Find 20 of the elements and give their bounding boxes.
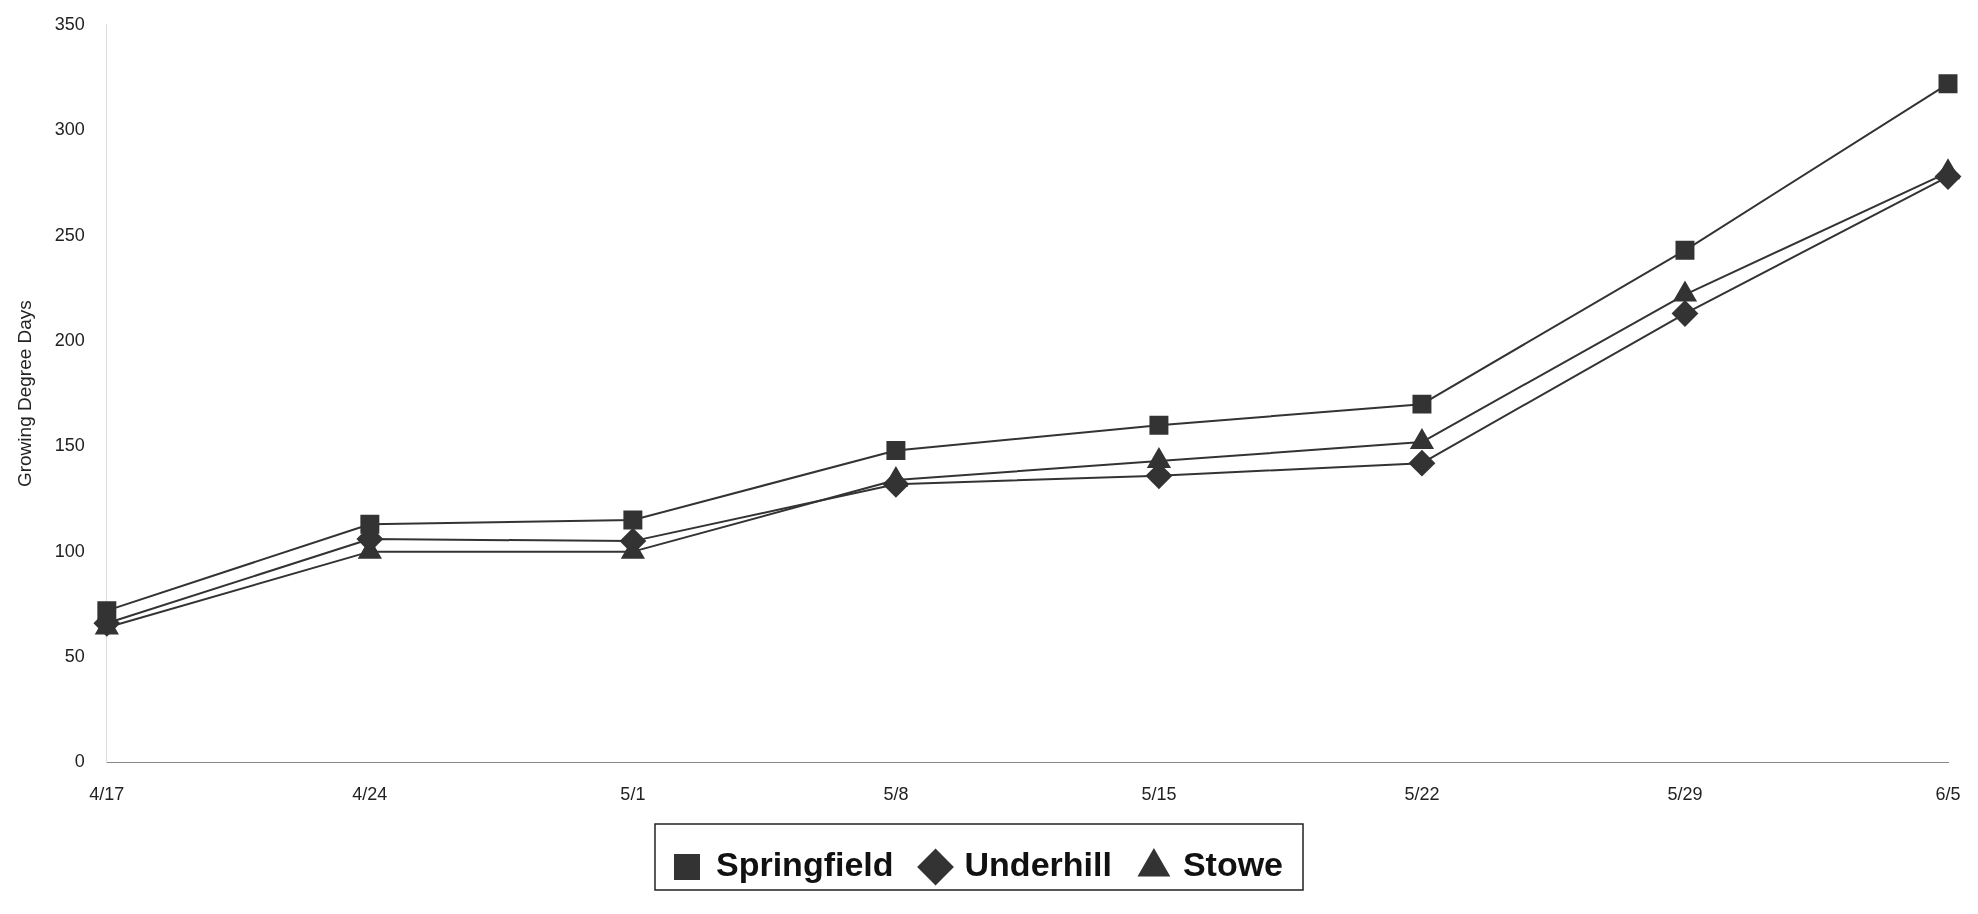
x-tick-label: 4/17 bbox=[89, 784, 125, 805]
y-tick-label: 350 bbox=[54, 13, 85, 34]
x-tick-label: 5/22 bbox=[1404, 784, 1440, 805]
x-tick-label: 6/5 bbox=[1935, 784, 1961, 805]
y-tick-label: 100 bbox=[54, 540, 85, 561]
y-tick-label: 200 bbox=[54, 329, 85, 350]
x-tick-label: 5/15 bbox=[1141, 784, 1177, 805]
x-tick-label: 4/24 bbox=[352, 784, 388, 805]
y-tick-label: 250 bbox=[54, 224, 85, 245]
y-tick-label: 50 bbox=[64, 646, 85, 666]
y-tick-label: 0 bbox=[74, 751, 85, 772]
y-tick-label: 150 bbox=[54, 435, 85, 456]
y-tick-label: 300 bbox=[54, 119, 85, 140]
x-tick-label: 5/29 bbox=[1667, 784, 1703, 805]
legend-label: Stowe bbox=[1182, 845, 1284, 884]
x-tick-label: 5/8 bbox=[883, 784, 909, 805]
y-axis-title: Growing Degree Days bbox=[13, 300, 35, 488]
legend-label: Springfield bbox=[715, 845, 894, 884]
x-tick-label: 5/1 bbox=[620, 784, 646, 805]
legend-label: Underhill bbox=[964, 845, 1112, 884]
